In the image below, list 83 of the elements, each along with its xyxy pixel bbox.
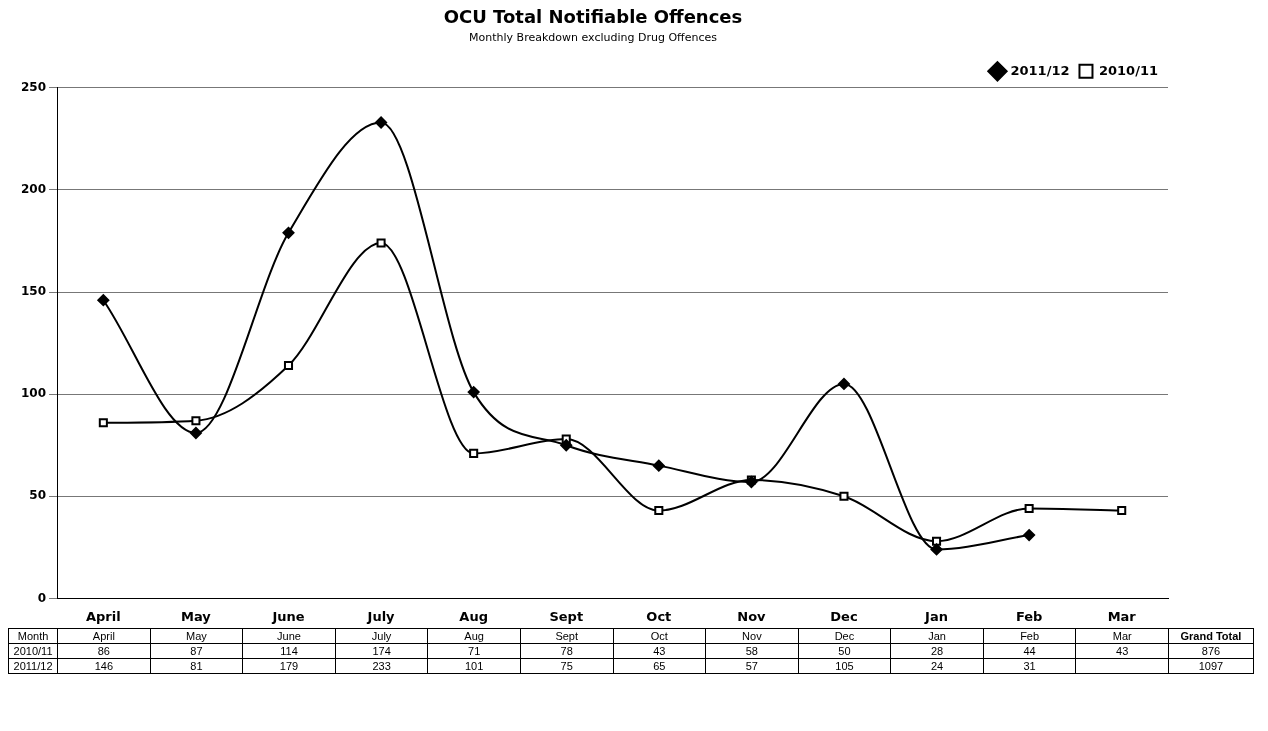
- text: Grand Total: [1168, 628, 1254, 644]
- y-tick-label: 200: [20, 182, 47, 197]
- data-label: 28: [890, 643, 984, 659]
- data-label: 86: [57, 643, 151, 659]
- chart-title: OCU Total Notifiable Offences: [443, 6, 743, 28]
- x-tick-label: Aug: [459, 608, 488, 624]
- data-label: 146: [57, 658, 151, 674]
- point: [560, 439, 573, 452]
- point: [837, 377, 850, 390]
- point: [932, 536, 942, 546]
- data-label: 65: [613, 658, 706, 674]
- category-label: April: [92, 630, 115, 642]
- point: [375, 116, 388, 129]
- x-tick-label: Mar: [1107, 608, 1137, 624]
- point: [283, 361, 294, 371]
- x-tick-label: May: [181, 608, 212, 624]
- text: 2011/12: [13, 660, 53, 672]
- category-label: Jan: [928, 630, 946, 642]
- point: [930, 543, 943, 556]
- category-label: June: [277, 630, 301, 642]
- x-tick-label: Oct: [646, 608, 672, 624]
- data-label: 78: [520, 643, 614, 659]
- data-label: 43: [1075, 643, 1169, 659]
- x-tick-label: Jan: [924, 608, 948, 624]
- point: [467, 386, 480, 399]
- data-label: 233: [335, 658, 428, 674]
- y-tick-label: 0: [37, 590, 47, 605]
- data-label: 81: [150, 658, 243, 674]
- point: [654, 506, 664, 516]
- data-label: 114: [242, 643, 336, 659]
- data-label: 101: [427, 658, 521, 674]
- x-tick-label: June: [271, 608, 305, 624]
- x-tick-label: April: [85, 608, 121, 624]
- point: [282, 226, 295, 239]
- point: [839, 491, 849, 501]
- x-tick-label: Dec: [830, 608, 858, 624]
- data-label: 105: [798, 658, 891, 674]
- category-label: Sept: [555, 630, 579, 642]
- point: [189, 426, 202, 439]
- data-label: 31: [983, 658, 1076, 674]
- point: [652, 459, 665, 472]
- y-tick-label: 250: [20, 79, 47, 94]
- data-label: 87: [150, 643, 243, 659]
- point: [1024, 504, 1034, 514]
- category-label: May: [186, 630, 207, 642]
- legend-label: 2010/11: [1098, 62, 1159, 78]
- point: [191, 416, 201, 426]
- y-tick-label: 50: [29, 488, 47, 503]
- data-label: 75: [520, 658, 614, 674]
- x-tick-label: July: [366, 608, 396, 624]
- category-label: Oct: [650, 630, 668, 642]
- x-tick-label: Feb: [1015, 608, 1043, 624]
- category-label: Dec: [834, 630, 855, 642]
- data-label: 179: [242, 658, 336, 674]
- legend-label: 2011/12: [1010, 62, 1070, 78]
- point: [469, 448, 479, 458]
- text: 876: [1168, 643, 1254, 659]
- category-label: July: [371, 630, 392, 642]
- point: [98, 418, 108, 428]
- x-tick-label: Sept: [549, 608, 584, 624]
- y-tick-label: 150: [20, 284, 47, 299]
- text: 2010/11: [13, 645, 53, 657]
- category-label: Aug: [464, 630, 484, 642]
- point: [97, 294, 110, 307]
- data-label: 44: [983, 643, 1076, 659]
- data-label: 57: [705, 658, 799, 674]
- point: [376, 238, 386, 248]
- category-label: Nov: [742, 630, 762, 642]
- data-label: 58: [705, 643, 799, 659]
- data-label: 174: [335, 643, 428, 659]
- chart-subtitle: Monthly Breakdown excluding Drug Offences: [469, 31, 718, 45]
- text: 1097: [1168, 658, 1254, 674]
- y-tick-label: 100: [20, 386, 47, 401]
- x-axis-title: Month: [8, 628, 58, 644]
- point: [1117, 506, 1127, 516]
- data-label: 24: [890, 658, 984, 674]
- x-tick-label: Nov: [737, 608, 767, 624]
- data-label: 43: [613, 643, 706, 659]
- data-label: 50: [798, 643, 891, 659]
- data-label: 71: [427, 643, 521, 659]
- category-label: Mar: [1112, 630, 1132, 642]
- category-label: Feb: [1020, 630, 1040, 642]
- point: [1023, 529, 1036, 542]
